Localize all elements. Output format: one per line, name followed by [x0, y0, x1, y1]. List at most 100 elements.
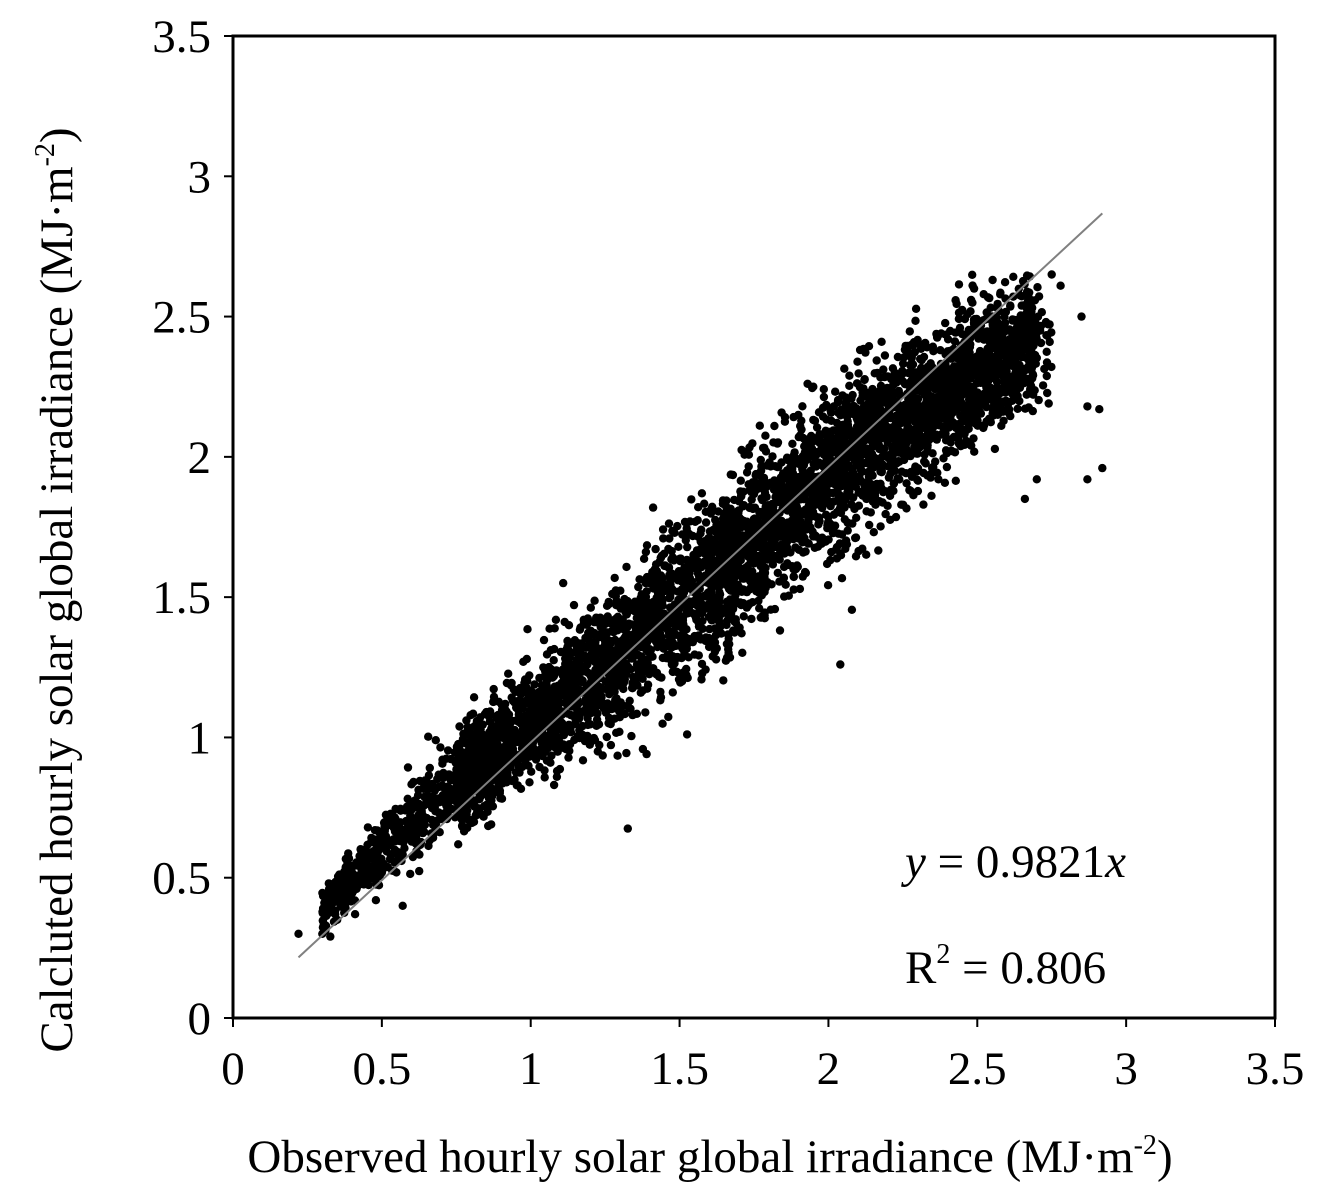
data-point: [911, 316, 920, 325]
data-point: [819, 385, 828, 394]
data-point: [409, 777, 418, 787]
data-point: [521, 675, 530, 684]
data-point: [628, 710, 637, 720]
data-point: [748, 598, 757, 607]
data-point: [578, 653, 587, 663]
data-point: [841, 544, 850, 553]
data-point: [593, 660, 602, 670]
data-point: [862, 550, 871, 559]
data-point: [824, 535, 833, 544]
data-point: [890, 368, 899, 378]
data-point: [706, 611, 715, 620]
data-point: [929, 414, 938, 423]
data-point: [860, 407, 870, 417]
data-point: [595, 740, 604, 750]
data-point: [683, 542, 692, 552]
data-point: [736, 488, 746, 498]
data-point: [876, 522, 885, 531]
data-point: [962, 389, 971, 398]
data-point: [815, 517, 824, 526]
data-point: [843, 518, 852, 527]
data-point: [883, 501, 892, 510]
data-point: [573, 731, 582, 741]
data-point: [747, 488, 756, 497]
data-point: [683, 564, 693, 574]
data-point: [536, 735, 545, 745]
data-point: [341, 903, 350, 912]
data-point: [742, 517, 752, 526]
data-point: [899, 500, 908, 509]
data-point: [539, 685, 549, 695]
data-point: [815, 430, 824, 439]
data-point: [454, 840, 463, 849]
data-point: [728, 470, 738, 480]
data-point: [871, 500, 880, 509]
data-point: [723, 514, 732, 523]
data-point: [566, 724, 575, 733]
data-point: [960, 314, 970, 324]
data-point: [801, 547, 810, 556]
data-point: [489, 684, 498, 694]
data-point: [822, 415, 831, 424]
data-point: [694, 622, 704, 631]
data-point: [694, 503, 703, 512]
data-point: [626, 704, 635, 713]
data-point: [1021, 342, 1030, 351]
data-point: [1013, 404, 1022, 413]
data-point: [403, 818, 412, 828]
data-point: [687, 495, 696, 504]
data-point: [910, 338, 919, 347]
data-points: [294, 270, 1107, 941]
data-point: [462, 716, 471, 725]
data-point: [789, 572, 798, 581]
data-point: [540, 773, 549, 782]
data-point: [561, 688, 570, 698]
data-point: [374, 881, 384, 890]
data-point: [880, 351, 890, 360]
data-point: [758, 443, 768, 453]
data-point: [605, 719, 614, 728]
data-point: [943, 335, 953, 344]
data-point: [703, 554, 712, 563]
data-point: [697, 675, 706, 684]
data-point: [954, 308, 964, 317]
data-point: [1016, 373, 1025, 382]
data-point: [803, 472, 812, 481]
data-point: [601, 677, 610, 686]
data-point: [469, 693, 479, 702]
data-point: [637, 657, 646, 667]
data-point: [552, 766, 562, 776]
data-point: [499, 734, 509, 743]
data-point: [967, 441, 976, 450]
data-point: [616, 586, 625, 595]
data-point: [788, 460, 797, 469]
data-point: [813, 482, 822, 491]
data-point: [1044, 399, 1053, 408]
data-point: [818, 403, 828, 412]
data-point: [857, 438, 866, 447]
data-point: [900, 452, 910, 461]
data-point: [382, 847, 391, 856]
data-point: [897, 467, 906, 476]
data-point: [912, 467, 921, 476]
data-point: [812, 423, 822, 432]
data-point: [561, 654, 570, 663]
data-point: [958, 349, 967, 358]
data-point: [349, 887, 358, 896]
data-point: [753, 551, 763, 561]
data-point: [536, 708, 545, 717]
data-point: [1002, 361, 1012, 371]
data-point: [498, 743, 507, 753]
data-point: [339, 875, 348, 884]
data-point: [682, 625, 691, 634]
data-point: [674, 631, 684, 640]
data-point: [420, 792, 429, 802]
data-point: [911, 304, 921, 313]
data-point: [708, 652, 717, 661]
data-point: [1043, 388, 1052, 398]
data-point: [694, 571, 703, 580]
data-point: [717, 555, 726, 565]
data-point: [1020, 494, 1030, 504]
data-point: [860, 419, 870, 428]
